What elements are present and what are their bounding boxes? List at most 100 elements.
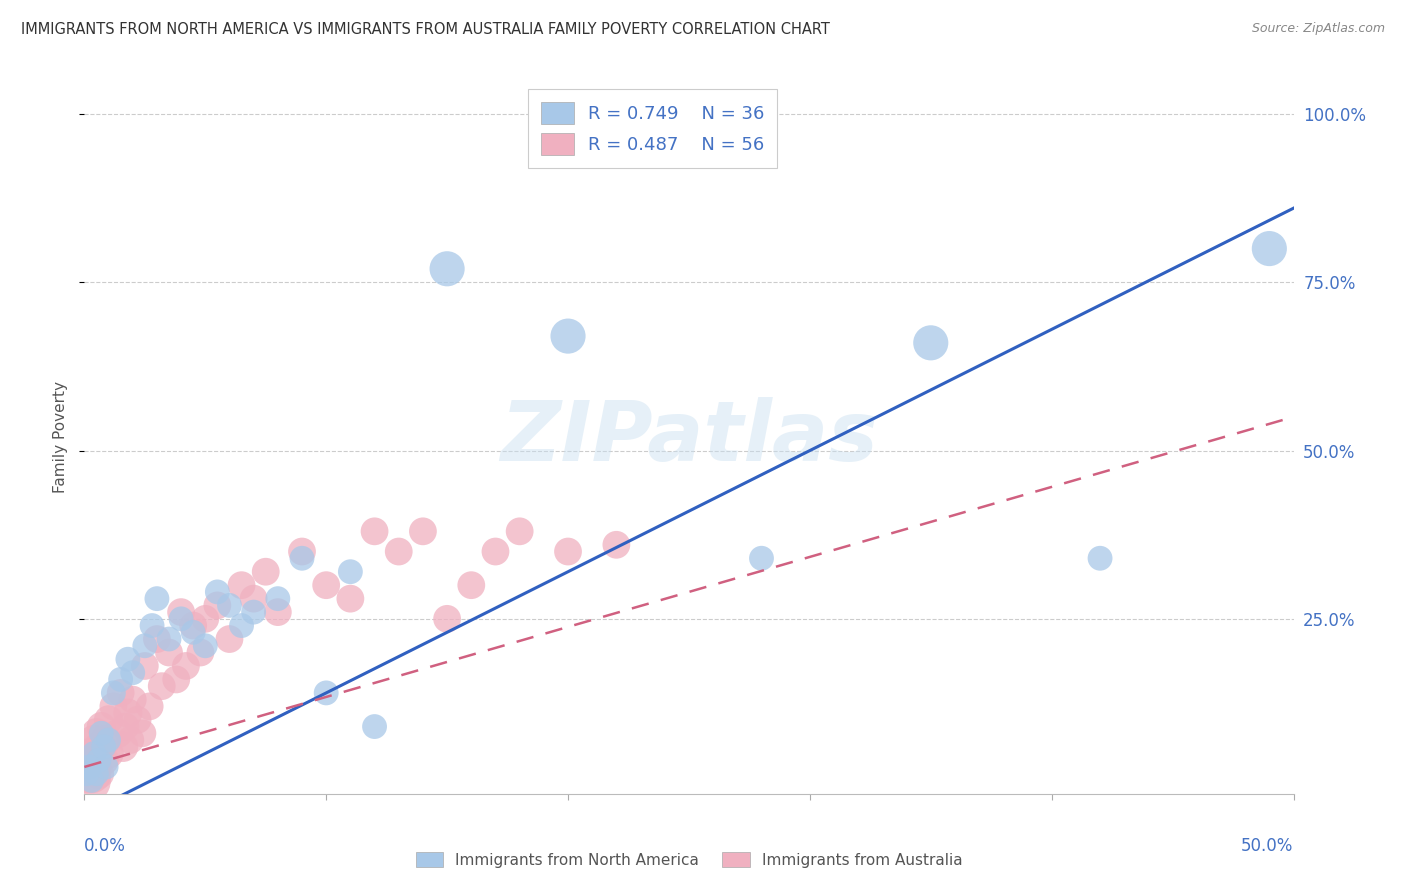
Point [207, 599, 229, 613]
Point [80, 773, 103, 788]
Point [76, 773, 98, 788]
Point [557, 544, 579, 558]
Text: 0.0%: 0.0% [84, 837, 127, 855]
Point [218, 599, 240, 613]
Point [412, 524, 434, 539]
Point [174, 659, 197, 673]
Point [363, 524, 385, 539]
Point [121, 665, 143, 680]
Point [94, 733, 117, 747]
Point [1258, 242, 1281, 256]
Point [339, 591, 361, 606]
Point [436, 612, 458, 626]
Point [110, 686, 132, 700]
Text: 50.0%: 50.0% [1241, 837, 1294, 855]
Point [146, 632, 169, 646]
Point [87, 753, 110, 767]
Point [112, 739, 135, 754]
Point [242, 605, 264, 619]
Point [484, 544, 506, 558]
Point [83, 733, 105, 747]
Point [134, 659, 156, 673]
Text: ZIPatlas: ZIPatlas [501, 397, 877, 477]
Point [138, 699, 160, 714]
Point [131, 726, 153, 740]
Point [103, 699, 125, 714]
Point [207, 585, 229, 599]
Point [77, 760, 100, 774]
Point [87, 766, 110, 780]
Point [291, 551, 314, 566]
Point [339, 565, 361, 579]
Point [120, 733, 142, 747]
Legend: R = 0.749    N = 36, R = 0.487    N = 56: R = 0.749 N = 36, R = 0.487 N = 56 [529, 89, 778, 168]
Point [76, 766, 98, 780]
Point [103, 686, 125, 700]
Point [146, 591, 169, 606]
Point [509, 524, 531, 539]
Point [76, 766, 98, 780]
Point [315, 578, 337, 592]
Point [97, 733, 120, 747]
Point [165, 673, 187, 687]
Point [254, 565, 277, 579]
Point [170, 605, 193, 619]
Point [157, 632, 180, 646]
Point [920, 335, 942, 350]
Point [94, 760, 117, 774]
Point [751, 551, 773, 566]
Point [1088, 551, 1111, 566]
Point [90, 726, 112, 740]
Text: IMMIGRANTS FROM NORTH AMERICA VS IMMIGRANTS FROM AUSTRALIA FAMILY POVERTY CORREL: IMMIGRANTS FROM NORTH AMERICA VS IMMIGRA… [21, 22, 830, 37]
Point [460, 578, 482, 592]
Point [134, 639, 156, 653]
Y-axis label: Family Poverty: Family Poverty [52, 381, 67, 493]
Point [80, 753, 103, 767]
Point [90, 720, 112, 734]
Point [242, 591, 264, 606]
Point [117, 652, 139, 666]
Point [190, 646, 212, 660]
Point [121, 692, 143, 706]
Point [93, 739, 115, 754]
Point [605, 538, 627, 552]
Point [127, 713, 149, 727]
Point [83, 747, 105, 761]
Point [83, 760, 105, 774]
Point [194, 612, 217, 626]
Point [87, 739, 110, 754]
Point [86, 726, 108, 740]
Point [77, 760, 100, 774]
Point [181, 618, 204, 632]
Point [181, 625, 204, 640]
Point [110, 673, 132, 687]
Point [141, 618, 163, 632]
Point [363, 720, 385, 734]
Point [80, 766, 103, 780]
Point [267, 605, 290, 619]
Point [170, 612, 193, 626]
Point [557, 329, 579, 343]
Point [291, 544, 314, 558]
Point [86, 747, 108, 761]
Point [218, 632, 240, 646]
Point [77, 747, 100, 761]
Point [267, 591, 290, 606]
Point [388, 544, 411, 558]
Point [86, 766, 108, 780]
Point [107, 726, 129, 740]
Point [194, 639, 217, 653]
Point [231, 618, 253, 632]
Point [315, 686, 337, 700]
Point [97, 747, 120, 761]
Point [231, 578, 253, 592]
Point [117, 706, 139, 720]
Point [97, 713, 120, 727]
Point [150, 679, 173, 693]
Point [157, 646, 180, 660]
Legend: Immigrants from North America, Immigrants from Australia: Immigrants from North America, Immigrant… [408, 844, 970, 875]
Point [93, 753, 115, 767]
Text: Source: ZipAtlas.com: Source: ZipAtlas.com [1251, 22, 1385, 36]
Point [436, 261, 458, 276]
Point [114, 720, 136, 734]
